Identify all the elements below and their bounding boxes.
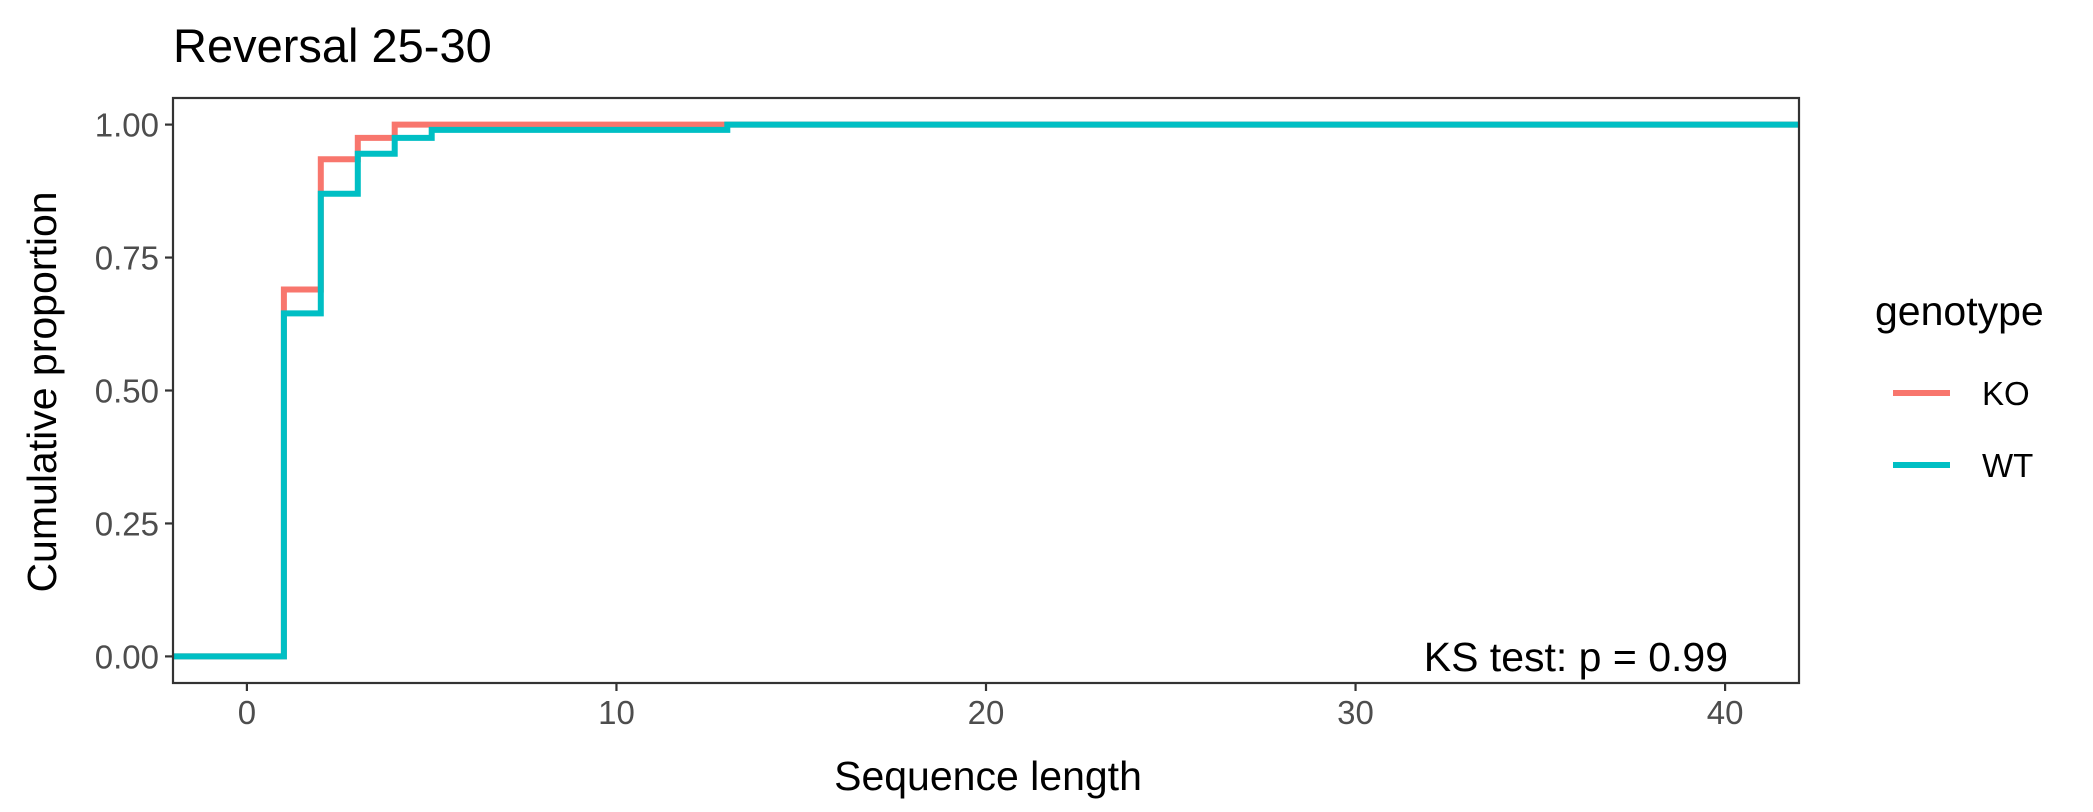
- legend-title: genotype: [1875, 288, 2044, 334]
- x-axis-title: Sequence length: [834, 753, 1142, 799]
- legend-label-ko: KO: [1982, 375, 2030, 412]
- y-tick-label: 0.75: [95, 240, 159, 277]
- y-tick-label: 0.00: [95, 638, 159, 675]
- x-tick-label: 20: [968, 694, 1005, 731]
- y-axis: 0.00 0.25 0.50 0.75 1.00: [95, 107, 173, 675]
- chart-title: Reversal 25-30: [173, 19, 492, 72]
- y-axis-title: Cumulative proportion: [19, 191, 65, 592]
- plot-border: [171, 96, 1801, 685]
- ks-test-annotation: KS test: p = 0.99: [1424, 634, 1728, 680]
- y-tick-label: 1.00: [95, 107, 159, 144]
- x-tick-label: 40: [1707, 694, 1744, 731]
- y-tick-label: 0.25: [95, 505, 159, 542]
- plot-area: [171, 96, 1801, 685]
- x-tick-label: 10: [598, 694, 635, 731]
- series-line-ko: [173, 121, 1799, 660]
- x-axis: 0 10 20 30 40: [238, 683, 1744, 731]
- series-line-wt: [173, 121, 1799, 660]
- x-tick-label: 0: [238, 694, 256, 731]
- y-tick-label: 0.50: [95, 373, 159, 410]
- legend-label-wt: WT: [1982, 447, 2033, 484]
- x-tick-label: 30: [1337, 694, 1374, 731]
- legend: genotype KO WT: [1875, 288, 2044, 484]
